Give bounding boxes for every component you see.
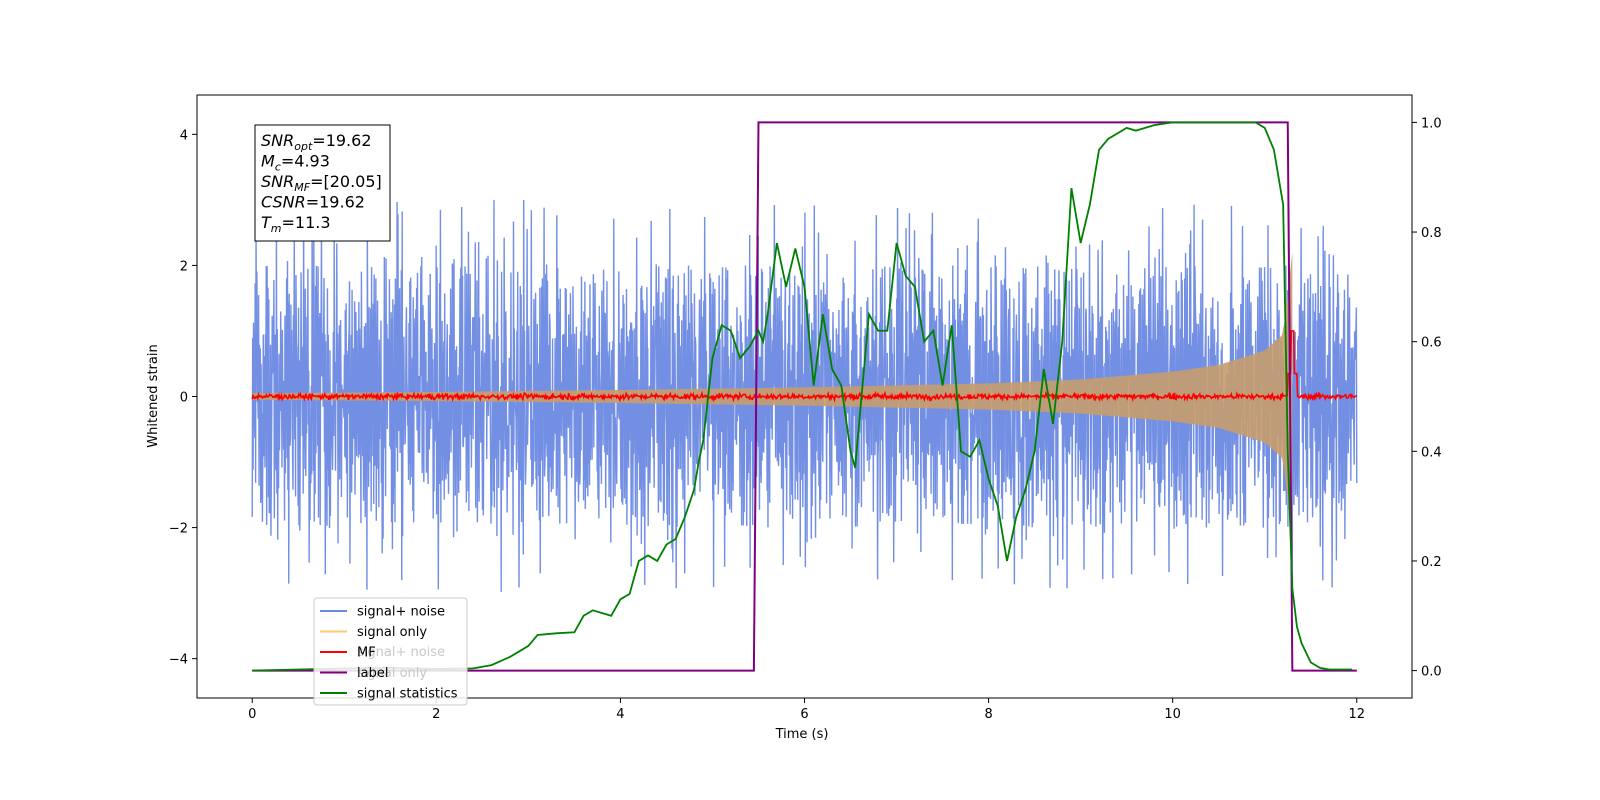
y2-tick-label: 1.0 — [1421, 116, 1442, 131]
series-label — [252, 121, 1357, 672]
annotation-line: SNRMF=[20.05] — [261, 172, 382, 194]
series-mf — [251, 330, 1357, 403]
legend-label: MF — [357, 646, 376, 661]
y-axis-left: −4 −2 0 2 4 — [169, 128, 197, 668]
x-axis: 0 2 4 6 8 10 12 — [248, 698, 1365, 722]
legend-ghost-label: signal only — [357, 666, 427, 681]
legend-label: signal statistics — [357, 687, 458, 702]
legend-label: signal only — [357, 625, 427, 640]
y2-tick-label: 0.6 — [1421, 336, 1442, 351]
annotation-line: CSNR=19.62 — [261, 193, 365, 212]
annotation-line: Tm=11.3 — [261, 213, 331, 235]
y2-tick-label: 0.2 — [1421, 555, 1442, 570]
x-tick-label: 0 — [248, 707, 256, 722]
annotation-box: SNRopt=19.62Mc=4.93SNRMF=[20.05]CSNR=19.… — [254, 124, 391, 242]
annotation-line: Mc=4.93 — [261, 152, 330, 174]
y-tick-label: 2 — [180, 259, 188, 274]
x-tick-label: 4 — [616, 707, 624, 722]
y-tick-label: −2 — [169, 522, 188, 537]
legend-label: signal+ noise — [357, 605, 445, 620]
x-axis-label: Time (s) — [775, 727, 829, 742]
legend-label: label — [357, 666, 388, 681]
y-axis-right: 0.0 0.2 0.4 0.6 0.8 1.0 — [1412, 116, 1442, 680]
plot-area — [251, 121, 1358, 672]
y2-tick-label: 0.8 — [1421, 226, 1442, 241]
y-tick-label: 0 — [180, 391, 188, 406]
x-tick-label: 10 — [1164, 707, 1181, 722]
y2-tick-label: 0.0 — [1421, 665, 1442, 680]
series-signal-statistics — [252, 121, 1353, 672]
legend: signal+ noise signal only signal+ noise si… — [313, 597, 468, 706]
y-tick-label: 4 — [180, 128, 188, 143]
legend-frame — [313, 597, 468, 706]
x-tick-label: 8 — [984, 707, 992, 722]
y-tick-label: −4 — [169, 653, 188, 668]
x-tick-label: 6 — [800, 707, 808, 722]
y-axis-label: Whitened strain — [146, 344, 161, 447]
annotation-line: SNRopt=19.62 — [261, 131, 372, 153]
x-tick-label: 12 — [1348, 707, 1365, 722]
legend-ghost-label: signal+ noise — [357, 645, 445, 660]
y2-tick-label: 0.4 — [1421, 445, 1442, 460]
x-tick-label: 2 — [432, 707, 440, 722]
